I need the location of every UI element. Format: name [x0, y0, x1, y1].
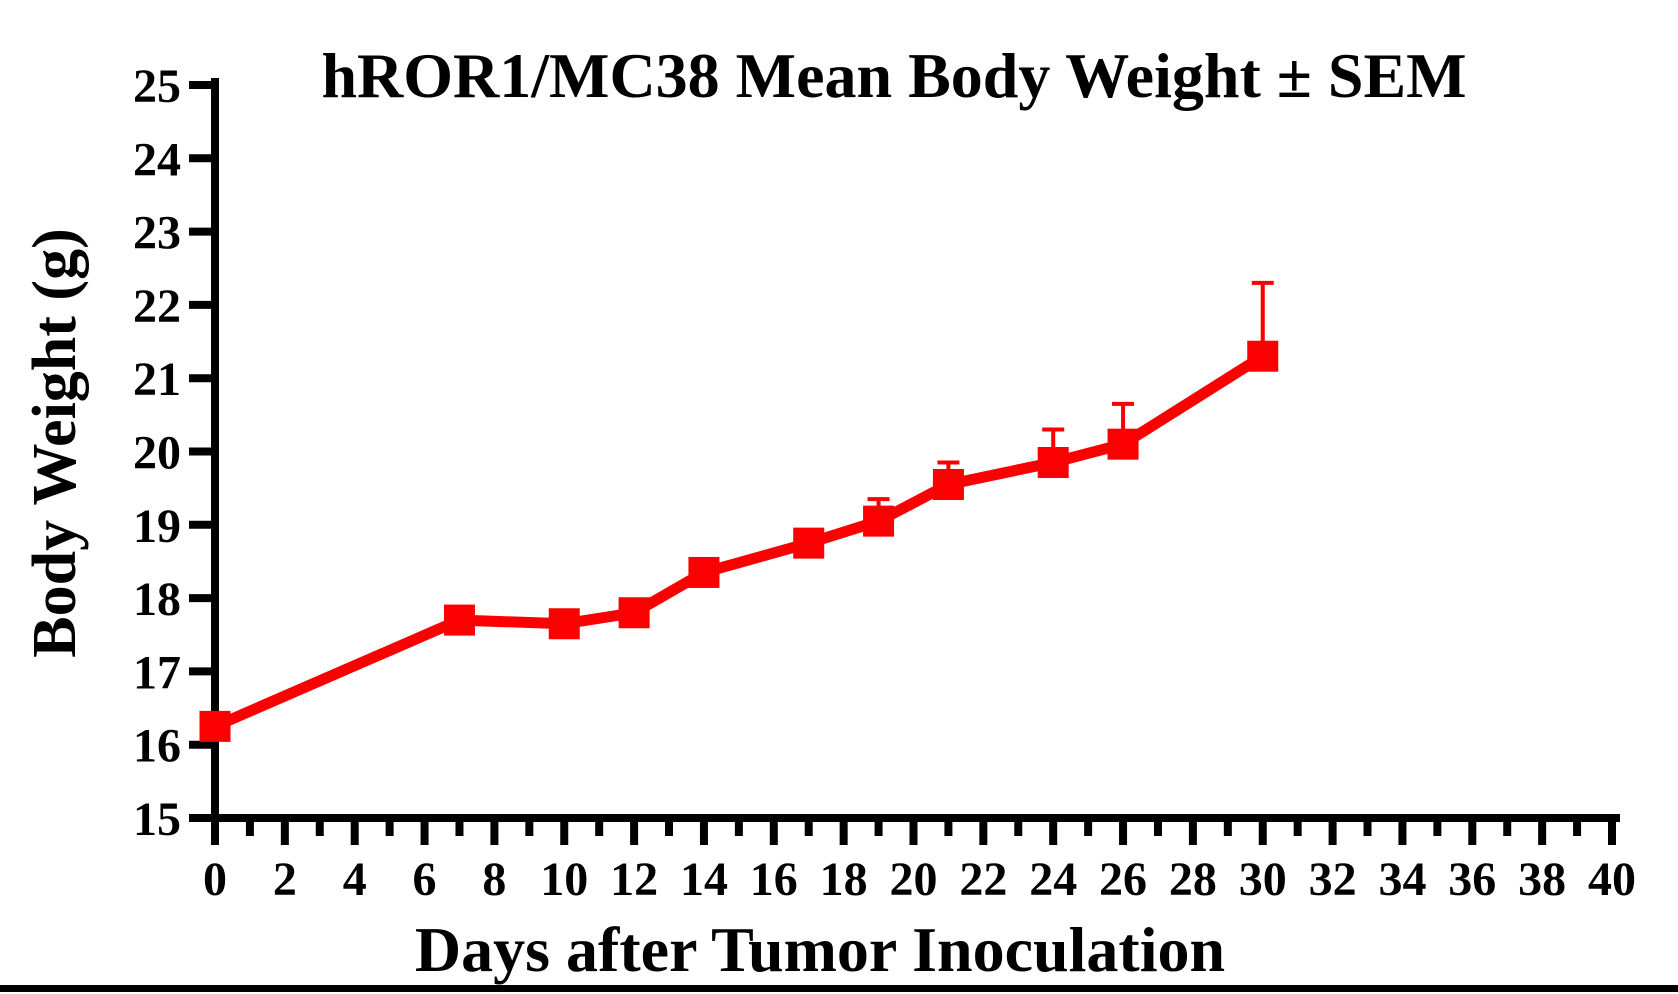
y-tick-label: 23 [133, 207, 181, 260]
x-tick-label: 40 [1588, 853, 1636, 906]
y-tick-label: 19 [133, 500, 181, 553]
x-tick-label: 14 [680, 853, 728, 906]
y-tick-label: 21 [133, 353, 181, 406]
x-tick-label: 22 [959, 853, 1007, 906]
x-tick-label: 38 [1518, 853, 1566, 906]
y-tick-label: 20 [133, 427, 181, 480]
data-point-marker [618, 597, 650, 629]
x-axis-label: Days after Tumor Inoculation [414, 914, 1226, 985]
chart-title: hROR1/MC38 Mean Body Weight ± SEM [321, 40, 1467, 111]
x-tick-label: 12 [610, 853, 658, 906]
x-tick-label: 18 [820, 853, 868, 906]
x-tick-label: 6 [413, 853, 437, 906]
x-tick-label: 36 [1448, 853, 1496, 906]
data-point-marker [793, 527, 825, 559]
data-point-marker [1247, 340, 1279, 372]
x-tick-label: 2 [273, 853, 297, 906]
data-point-marker [1037, 446, 1069, 478]
y-tick-label: 24 [133, 133, 181, 186]
x-tick-label: 26 [1099, 853, 1147, 906]
data-point-marker [863, 505, 895, 537]
x-tick-label: 10 [540, 853, 588, 906]
y-axis-label: Body Weight (g) [21, 228, 89, 658]
y-tick-label: 18 [133, 573, 181, 626]
series-line [212, 351, 1266, 732]
x-tick-label: 34 [1378, 853, 1426, 906]
x-tick-label: 32 [1309, 853, 1357, 906]
bottom-rule [0, 985, 1678, 992]
data-point-marker [199, 710, 231, 742]
x-tick-label: 16 [750, 853, 798, 906]
y-tick-label: 16 [133, 720, 181, 773]
x-tick-label: 0 [203, 853, 227, 906]
y-tick-label: 17 [133, 646, 181, 699]
x-tick-label: 20 [890, 853, 938, 906]
y-tick-label: 22 [133, 280, 181, 333]
data-point-marker [443, 604, 475, 636]
x-tick-label: 28 [1169, 853, 1217, 906]
data-point-marker [1107, 428, 1139, 460]
y-tick-label: 25 [133, 60, 181, 113]
x-tick-label: 30 [1239, 853, 1287, 906]
x-tick-label: 4 [343, 853, 367, 906]
y-tick-label: 15 [133, 793, 181, 846]
x-tick-label: 24 [1029, 853, 1077, 906]
data-point-marker [688, 556, 720, 588]
x-tick-label: 8 [482, 853, 506, 906]
data-point-marker [548, 608, 580, 640]
data-point-marker [932, 468, 964, 500]
